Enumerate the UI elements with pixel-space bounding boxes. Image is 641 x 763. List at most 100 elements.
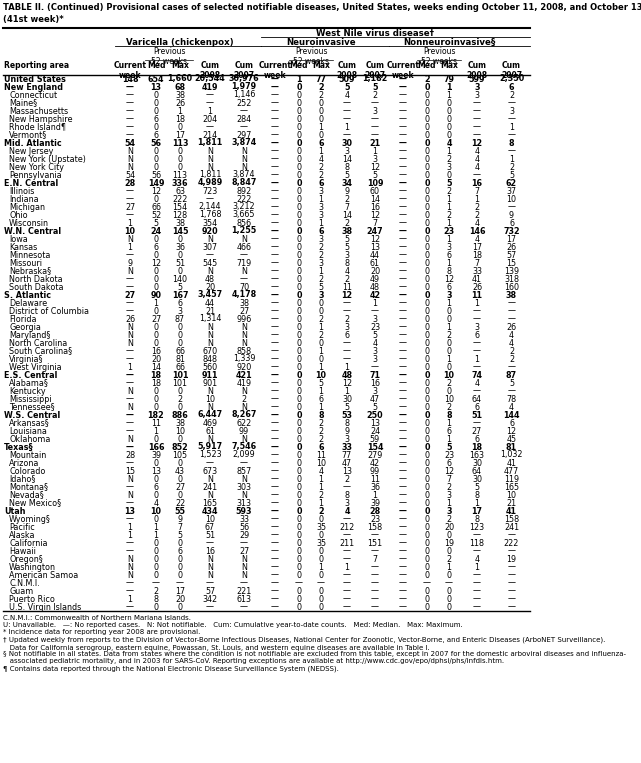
Text: 0: 0 [424,418,429,427]
Text: 3: 3 [344,434,349,443]
Text: —: — [399,507,407,516]
Text: —: — [343,98,351,108]
Text: 27: 27 [151,314,161,324]
Text: —: — [399,211,407,220]
Text: —: — [399,371,407,379]
Text: 0: 0 [297,594,301,604]
Text: Alaska: Alaska [9,530,35,539]
Text: 0: 0 [424,434,429,443]
Text: 18: 18 [472,250,482,259]
Text: 2: 2 [319,491,324,500]
Text: 0: 0 [297,387,301,395]
Text: 22: 22 [175,498,185,507]
Text: 1: 1 [447,323,451,331]
Text: —: — [240,539,248,548]
Text: 8,847: 8,847 [231,179,256,188]
Text: —: — [399,266,407,275]
Text: 13: 13 [124,507,135,516]
Text: 1: 1 [128,530,133,539]
Text: —: — [271,498,279,507]
Text: Max: Max [440,61,458,70]
Text: 0: 0 [424,507,429,516]
Text: —: — [271,98,279,108]
Text: 1: 1 [447,195,451,204]
Text: —: — [473,546,481,555]
Text: —: — [126,443,134,452]
Text: 0: 0 [319,530,324,539]
Text: 6: 6 [318,179,324,188]
Text: 0: 0 [297,218,301,227]
Text: 66: 66 [151,202,161,211]
Text: —: — [206,603,214,611]
Text: United States: United States [4,75,66,83]
Text: —: — [473,594,481,604]
Text: 74: 74 [472,371,483,379]
Text: 214: 214 [203,130,217,140]
Text: —: — [399,98,407,108]
Text: 0: 0 [297,434,301,443]
Text: 2: 2 [424,75,430,83]
Text: —: — [399,466,407,475]
Text: 8: 8 [344,418,349,427]
Text: 0: 0 [424,387,429,395]
Text: 0: 0 [319,107,324,115]
Text: 0: 0 [153,146,158,156]
Text: 0: 0 [178,403,183,411]
Text: 6: 6 [178,546,183,555]
Text: —: — [126,427,134,436]
Text: 66: 66 [175,362,185,372]
Text: 0: 0 [178,387,183,395]
Text: 3: 3 [447,491,451,500]
Text: C.N.M.I.: Commonwealth of Northern Mariana Islands.: C.N.M.I.: Commonwealth of Northern Maria… [3,615,191,621]
Text: 9: 9 [344,427,349,436]
Text: 10: 10 [151,507,162,516]
Text: —: — [473,307,481,315]
Text: 0: 0 [297,186,301,195]
Text: 0: 0 [424,314,429,324]
Text: 6: 6 [447,427,451,436]
Text: 0: 0 [424,394,429,404]
Text: 6: 6 [509,418,514,427]
Text: —: — [206,459,214,468]
Text: Missouri: Missouri [9,259,42,268]
Text: 20: 20 [370,266,380,275]
Text: 3: 3 [319,211,324,220]
Text: 0: 0 [153,307,158,315]
Text: 1: 1 [319,218,324,227]
Text: N: N [207,571,213,580]
Text: 30: 30 [472,459,482,468]
Text: 0: 0 [424,298,429,307]
Text: 2: 2 [509,346,514,356]
Text: —: — [399,330,407,340]
Text: 1: 1 [446,82,452,92]
Text: 2: 2 [344,275,349,284]
Text: —: — [152,578,160,588]
Text: 1: 1 [319,266,324,275]
Text: 1: 1 [319,387,324,395]
Text: 593: 593 [236,507,253,516]
Text: 5: 5 [153,218,158,227]
Text: —: — [126,298,134,307]
Text: 0: 0 [297,482,301,491]
Text: 0: 0 [319,546,324,555]
Text: 3: 3 [509,107,514,115]
Text: W.N. Central: W.N. Central [4,227,61,236]
Text: District of Columbia: District of Columbia [9,307,89,315]
Text: —: — [271,339,279,347]
Text: —: — [126,123,134,131]
Text: 2: 2 [319,427,324,436]
Text: 0: 0 [424,243,429,252]
Text: 0: 0 [424,539,429,548]
Text: 34: 34 [342,179,353,188]
Text: 0: 0 [153,387,158,395]
Text: —: — [343,339,351,347]
Text: 10: 10 [124,227,135,236]
Text: 1: 1 [296,75,302,83]
Text: 1: 1 [344,362,349,372]
Text: 0: 0 [297,243,301,252]
Text: 2: 2 [319,314,324,324]
Text: —: — [271,298,279,307]
Text: 0: 0 [297,418,301,427]
Text: 11: 11 [370,475,380,484]
Text: N: N [241,339,247,347]
